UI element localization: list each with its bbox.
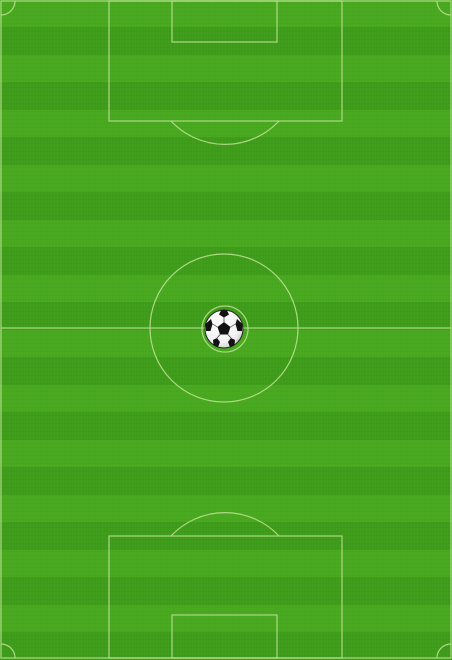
centre-spot-ring [201,305,249,353]
penalty-area-bottom [108,535,343,659]
soccer-ball-graphic [204,309,244,349]
goal-area-top [171,0,278,43]
penalty-arc-bottom [170,512,280,537]
corner-arc-top-right [436,0,452,16]
soccer-ball-icon[interactable] [204,309,244,349]
penalty-arc-top [170,120,280,145]
corner-arc-top-left [0,0,16,16]
corner-arc-bottom-right [436,643,452,659]
penalty-area-top [108,0,343,122]
corner-arc-bottom-left [0,643,16,659]
goal-area-bottom [171,614,278,659]
centre-circle [149,253,299,403]
